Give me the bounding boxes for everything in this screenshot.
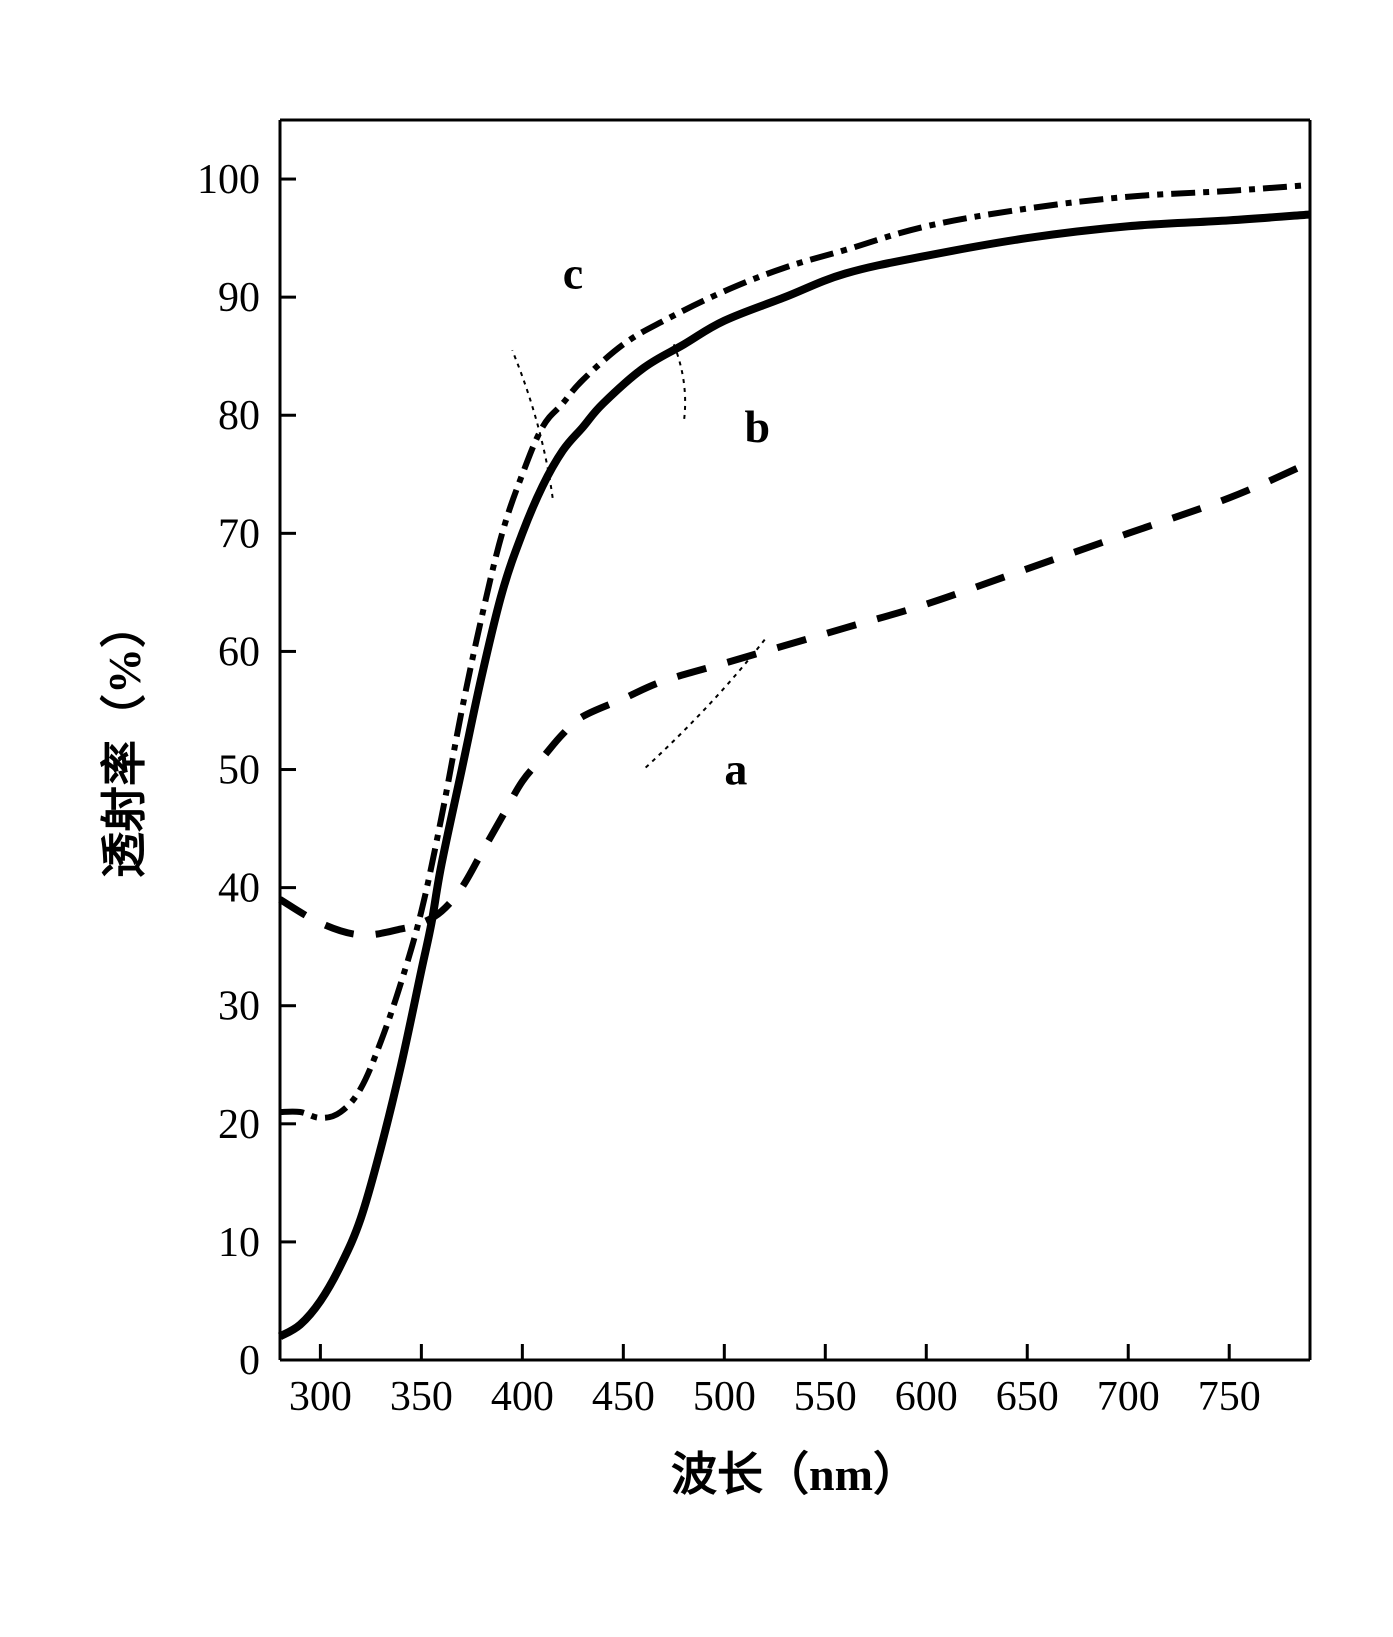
y-tick-label: 20 [218, 1102, 260, 1148]
y-tick-label: 50 [218, 748, 260, 794]
transmittance-chart: 300 350 400 450 500 550 600 650 700 750 0 10 20 30 40 5… [40, 40, 1353, 1597]
series-b [280, 214, 1310, 1336]
x-tick-label: 300 [289, 1374, 352, 1420]
y-axis-label: 透射率（%） [99, 602, 150, 878]
x-tick-label: 350 [390, 1374, 453, 1420]
series-label-a: a [724, 744, 747, 795]
y-tick-label: 60 [218, 629, 260, 675]
leader-b [674, 344, 685, 421]
x-tick-label: 450 [592, 1374, 655, 1420]
x-tick-label: 550 [794, 1374, 857, 1420]
x-tick-label: 650 [996, 1374, 1059, 1420]
y-tick-label: 80 [218, 393, 260, 439]
series-label-b: b [745, 401, 771, 452]
y-tick-label: 30 [218, 984, 260, 1030]
y-tick-label: 40 [218, 866, 260, 912]
y-tick-label: 10 [218, 1220, 260, 1266]
x-tick-label: 400 [491, 1374, 554, 1420]
x-tick-label: 750 [1198, 1374, 1261, 1420]
x-tick-label: 700 [1097, 1374, 1160, 1420]
y-tick-label: 90 [218, 275, 260, 321]
y-tick-label: 0 [239, 1338, 260, 1384]
chart-svg: 300 350 400 450 500 550 600 650 700 750 0 10 20 30 40 5… [40, 40, 1353, 1597]
x-axis-label: 波长（nm） [671, 1449, 919, 1500]
x-tick-label: 500 [693, 1374, 756, 1420]
series-label-c: c [563, 248, 583, 299]
series-c [280, 185, 1310, 1118]
y-tick-label: 70 [218, 511, 260, 557]
y-tick-label: 100 [197, 157, 260, 203]
x-tick-label: 600 [895, 1374, 958, 1420]
